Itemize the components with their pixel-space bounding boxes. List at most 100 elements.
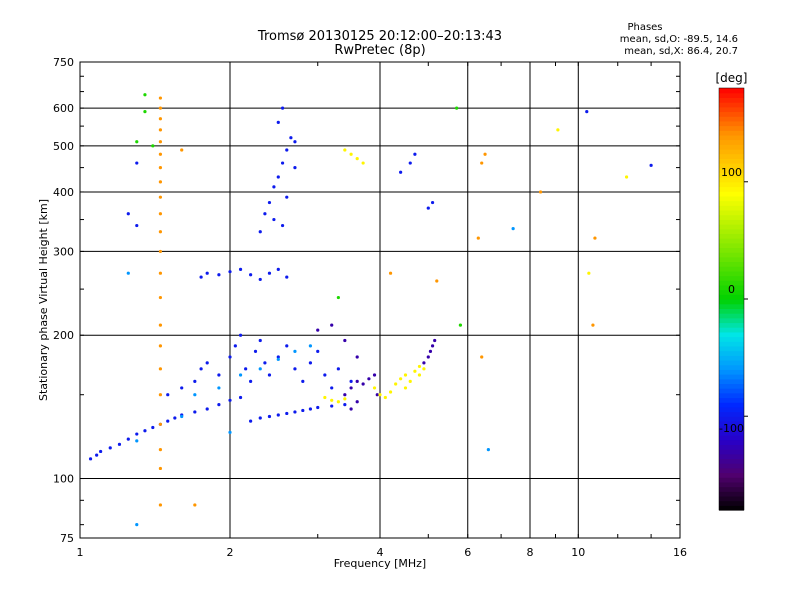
data-point (413, 152, 417, 156)
y-tick-label: 300 (53, 245, 74, 258)
data-point (372, 373, 377, 377)
colorbar-segment (719, 406, 744, 413)
chart-title: Tromsø 20130125 20:12:00–20:13:43 (257, 29, 502, 44)
data-point (267, 414, 272, 419)
data-point (483, 152, 487, 156)
data-point (343, 148, 347, 152)
colorbar-segment (719, 397, 744, 403)
colorbar-segment (719, 378, 744, 384)
colorbar-segment (719, 139, 744, 145)
y-tick-label: 400 (53, 186, 74, 199)
colorbar-segment (719, 392, 744, 399)
data-point (238, 333, 243, 337)
data-point (263, 212, 267, 216)
data-point (158, 128, 163, 132)
colorbar-segment (719, 191, 744, 197)
colorbar-segment (719, 449, 744, 455)
data-point (430, 200, 435, 205)
colorbar-segment (719, 500, 744, 506)
x-tick-label: 16 (673, 546, 687, 559)
colorbar-segment (719, 463, 744, 469)
data-point (355, 400, 359, 404)
data-point (143, 110, 147, 114)
colorbar-segment (719, 125, 744, 131)
data-point (158, 466, 163, 471)
data-point (217, 373, 221, 377)
data-point (228, 355, 232, 359)
colorbar-segment (719, 477, 744, 483)
data-point (158, 152, 163, 156)
data-point (293, 410, 297, 414)
colorbar-segment (719, 88, 744, 94)
data-point (135, 439, 139, 443)
data-point (199, 367, 203, 371)
data-point (258, 338, 262, 343)
data-point (180, 148, 184, 152)
data-point (403, 373, 408, 377)
data-point (343, 338, 347, 343)
data-point (276, 355, 280, 359)
colorbar-segment (719, 458, 744, 464)
data-point (285, 148, 289, 152)
y-axis-label: Stationary phase Virtual Height [km] (37, 199, 50, 401)
data-point (158, 448, 163, 452)
data-point (316, 328, 320, 332)
colorbar-segment (719, 186, 744, 192)
colorbar-segment (719, 402, 744, 408)
data-point (330, 386, 334, 390)
data-point (336, 367, 340, 371)
data-point (624, 175, 629, 179)
data-point (355, 157, 359, 161)
data-point (276, 175, 280, 179)
data-point (263, 361, 267, 365)
colorbar-segment (719, 205, 744, 211)
chart-subtitle: RwPretec (8p) (334, 43, 425, 58)
data-point (244, 367, 248, 371)
colorbar-segment (719, 214, 744, 220)
colorbar-segment (719, 444, 744, 450)
data-point (126, 271, 130, 275)
colorbar-segment (719, 420, 744, 427)
colorbar-segment (719, 299, 744, 305)
data-point (428, 349, 433, 353)
colorbar-segment (719, 270, 744, 277)
data-point (158, 422, 163, 426)
data-point (280, 161, 285, 165)
y-tick-label: 600 (53, 102, 74, 115)
colorbar-segment (719, 411, 744, 417)
colorbar-segment (719, 341, 744, 347)
data-point (361, 161, 365, 165)
colorbar-segment (719, 256, 744, 263)
data-point (193, 379, 197, 383)
data-point (430, 344, 435, 348)
data-point (349, 152, 353, 156)
data-point (158, 106, 163, 110)
data-point (158, 344, 163, 348)
data-point (383, 395, 387, 400)
colorbar-segment (719, 252, 744, 258)
data-point (426, 355, 430, 359)
data-point (151, 425, 155, 430)
data-point (95, 453, 99, 457)
colorbar-segment (719, 228, 744, 234)
data-point (399, 170, 403, 174)
data-point (289, 136, 293, 140)
data-point (158, 323, 163, 327)
data-point (158, 180, 163, 184)
colorbar-segment (719, 486, 744, 492)
colorbar-segment (719, 355, 744, 361)
colorbar-segment (719, 467, 744, 474)
colorbar-segment (719, 219, 744, 225)
data-point (135, 523, 139, 527)
y-tick-label: 200 (53, 329, 74, 342)
colorbar-segment (719, 275, 744, 281)
data-point (158, 166, 163, 170)
colorbar-segment (719, 266, 744, 272)
data-point (267, 271, 272, 275)
colorbar-segment (719, 102, 744, 108)
data-point (330, 404, 334, 408)
colorbar-segment (719, 144, 744, 150)
data-point (158, 195, 163, 199)
colorbar-segment (719, 106, 744, 113)
data-point (143, 93, 147, 97)
